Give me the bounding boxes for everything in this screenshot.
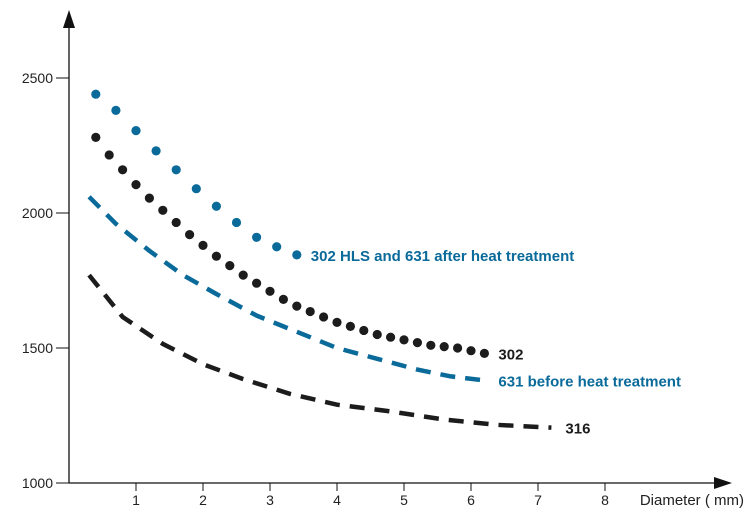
data-point	[292, 250, 302, 260]
data-point	[151, 146, 161, 156]
data-point	[211, 201, 221, 211]
series-label: 302 HLS and 631 after heat treatment	[311, 248, 574, 265]
data-point	[252, 278, 262, 288]
data-point	[211, 251, 221, 261]
data-point	[111, 105, 121, 115]
x-tick-label: 1	[132, 492, 140, 508]
y-tick-label: 1000	[22, 475, 53, 491]
y-tick-label: 2000	[22, 205, 53, 221]
data-point	[252, 232, 262, 242]
data-point	[238, 270, 248, 280]
data-point	[198, 240, 208, 250]
data-point	[104, 150, 114, 160]
data-point	[372, 329, 382, 340]
x-axis-arrow	[714, 477, 732, 489]
data-point	[332, 317, 342, 327]
data-point	[479, 348, 489, 358]
data-point	[131, 126, 141, 136]
data-point	[426, 340, 436, 350]
data-point	[91, 132, 101, 142]
data-point	[292, 301, 302, 311]
series-label: 316	[565, 421, 590, 438]
y-axis-arrow	[63, 10, 75, 28]
data-point	[191, 184, 201, 194]
x-axis-title: Diameter ( mm)	[640, 492, 744, 509]
series-layer	[87, 89, 552, 430]
series-label: 631 before heat treatment	[498, 373, 681, 390]
data-point	[231, 217, 242, 228]
x-tick-label: 5	[400, 492, 408, 508]
x-tick-label: 4	[333, 492, 341, 508]
x-tick-label: 6	[467, 492, 475, 508]
data-point	[185, 230, 195, 240]
x-tick-label: 7	[534, 492, 542, 508]
data-point	[319, 312, 329, 322]
series-label: 302	[498, 346, 523, 363]
data-point	[399, 335, 409, 345]
data-point	[345, 321, 355, 331]
data-point	[144, 193, 154, 203]
data-point	[171, 165, 181, 175]
x-tick-label: 2	[199, 492, 207, 508]
data-point	[412, 338, 422, 348]
data-point	[118, 165, 128, 175]
data-point	[265, 286, 275, 296]
data-point	[91, 89, 101, 99]
data-point	[466, 346, 476, 356]
data-point	[305, 306, 315, 317]
y-tick-label: 1500	[22, 340, 53, 356]
data-point	[453, 343, 463, 353]
data-point	[359, 325, 369, 336]
data-point	[386, 332, 396, 342]
labels-layer: 302 HLS and 631 after heat treatment 302 6…	[311, 248, 681, 438]
y-tick-label: 2500	[22, 70, 53, 86]
x-tick-label: 3	[266, 492, 274, 508]
data-point	[272, 242, 282, 252]
data-point	[278, 294, 288, 304]
series-line	[87, 195, 485, 383]
data-point	[225, 261, 235, 271]
data-point	[171, 217, 181, 228]
data-point	[131, 180, 141, 190]
axes: 1000 1500 2000 2500 1 2 3 4 5 6 7 8 Diameter ( mm)	[22, 10, 744, 509]
data-point	[158, 205, 168, 215]
data-point	[439, 342, 449, 352]
series-line	[87, 273, 552, 430]
x-tick-label: 8	[601, 492, 609, 508]
